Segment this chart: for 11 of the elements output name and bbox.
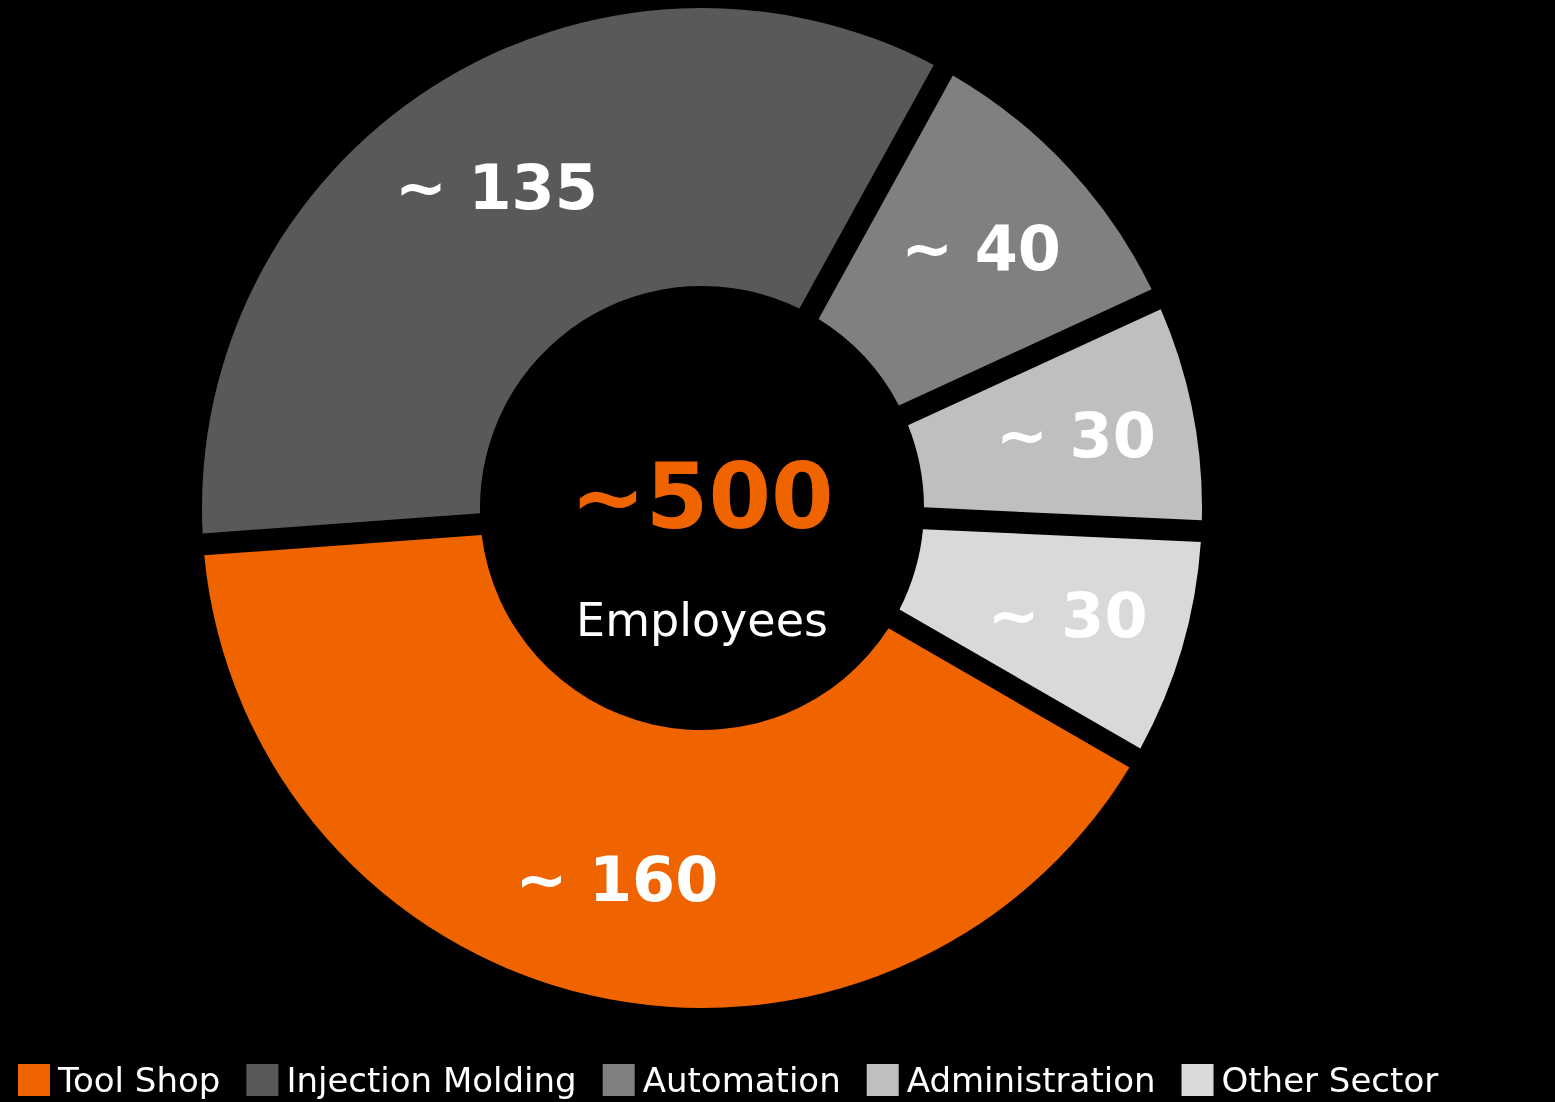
legend-label: Injection Molding <box>286 1059 577 1100</box>
data-label: ~ 135 <box>394 150 598 224</box>
text: ~500 <box>570 443 834 549</box>
legend-label: Administration <box>906 1059 1156 1100</box>
legend-label: Automation <box>642 1059 841 1100</box>
legend-label: Tool Shop <box>57 1059 221 1100</box>
text: Employees <box>576 593 828 647</box>
data-label: ~ 30 <box>996 398 1156 472</box>
data-label: ~ 160 <box>515 843 719 917</box>
legend-label: Other Sector <box>1221 1059 1439 1100</box>
data-label: ~ 40 <box>901 212 1061 286</box>
